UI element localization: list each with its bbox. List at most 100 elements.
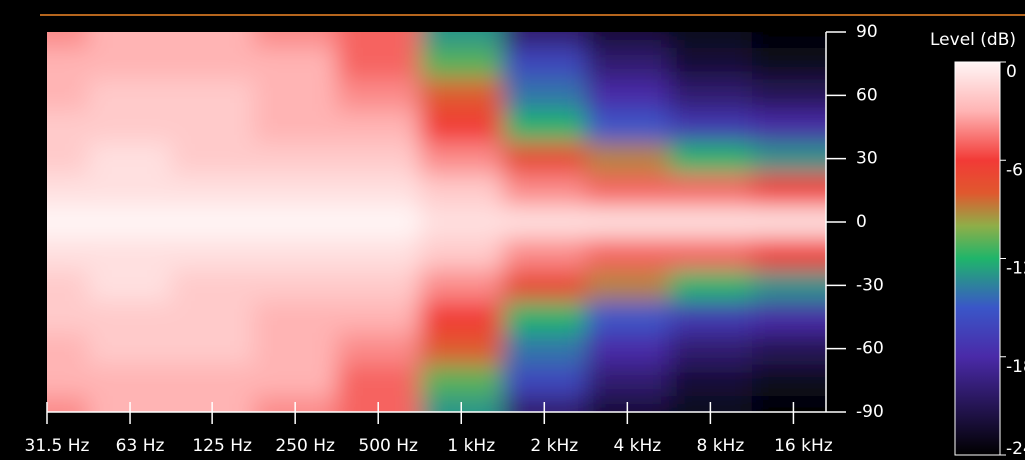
heat-cell [47,237,90,270]
heat-cell [47,364,90,397]
heat-cell [751,396,826,412]
heat-cell [419,269,504,302]
heat-cell [668,79,753,112]
heat-cell [419,206,504,239]
heat-cell [336,237,421,270]
heat-cell [171,79,255,112]
x-tick-label: 31.5 Hz [25,436,90,456]
heat-cell [253,301,338,334]
heat-cell [502,47,587,80]
heat-cell [751,206,826,239]
colorbar [954,61,1001,456]
heat-cell [585,111,670,144]
heat-cell [336,206,421,239]
heat-cell [47,396,90,412]
heat-cell [419,364,504,397]
heat-cell [47,301,90,334]
axes: 90 60 30 0 -30 -60 -90 31.5 Hz 63 Hz 125 Hz 250 Hz… [25,22,884,456]
heat-cell [171,142,255,175]
heat-cell [419,174,504,207]
x-tick-label: 2 kHz [530,436,578,456]
heat-cell [668,269,753,302]
heat-cell [751,332,826,365]
heat-cell [88,174,172,207]
x-tick-label: 1 kHz [447,436,495,456]
heat-cell [585,237,670,270]
heat-cell [585,332,670,365]
heat-cell [585,206,670,239]
heat-cell [336,364,421,397]
x-tick-label: 500 Hz [358,436,418,456]
heat-cell [88,47,172,80]
heat-cell [47,206,90,239]
heat-cell [502,364,587,397]
heat-cell [336,332,421,365]
heat-cell [502,269,587,302]
heat-cell [88,79,172,112]
y-tick-label: -90 [856,402,884,422]
heat-cell [336,47,421,80]
heat-cell [502,79,587,112]
heat-cell [253,32,338,49]
heat-cell [502,32,587,49]
heat-cell [502,206,587,239]
heat-cell [171,269,255,302]
heat-cell [751,364,826,397]
colorbar-tick-label: -12 [1006,259,1025,279]
heat-cell [668,47,753,80]
heat-cell [336,174,421,207]
heat-cell [668,111,753,144]
heat-cell [336,269,421,302]
heat-cell [419,301,504,334]
heat-cell [336,142,421,175]
colorbar-title: Level (dB) [930,30,1016,50]
heat-cell [253,364,338,397]
heat-cell [502,174,587,207]
heat-cell [253,332,338,365]
heat-cell [668,332,753,365]
heat-cell [668,206,753,239]
colorbar-tick-label: -24 [1006,439,1025,459]
heat-cell [88,332,172,365]
heat-cell [171,32,255,49]
heat-cell [502,237,587,270]
heat-cell [751,269,826,302]
heat-cell [751,237,826,270]
heat-cell [47,174,90,207]
heat-cell [47,111,90,144]
heat-cell [88,364,172,397]
heat-cell [336,79,421,112]
heat-cell [88,32,172,49]
heat-cell [668,364,753,397]
heat-cell [419,47,504,80]
y-tick-label: 90 [856,22,878,42]
heat-cell [88,301,172,334]
heat-cell [171,332,255,365]
y-tick-label: -60 [856,339,884,359]
heat-cell [585,32,670,49]
x-tick-label: 8 kHz [696,436,744,456]
heat-cell [47,32,90,49]
heat-cell [171,47,255,80]
x-tick-label: 125 Hz [192,436,252,456]
x-tick-label: 4 kHz [613,436,661,456]
heat-cell [253,206,338,239]
heat-cell [47,79,90,112]
colorbar-tick-label: 0 [1006,62,1017,82]
heat-cell [253,47,338,80]
heat-cell [419,111,504,144]
heat-cell [502,332,587,365]
heat-cell [751,47,826,80]
heat-cell [253,237,338,270]
heat-cell [88,206,172,239]
heat-cell [668,237,753,270]
heat-cell [253,174,338,207]
heat-cell [336,301,421,334]
heat-cell [585,174,670,207]
heat-cell [502,301,587,334]
heat-cell [502,142,587,175]
heat-cell [419,332,504,365]
x-tick-label: 250 Hz [275,436,335,456]
